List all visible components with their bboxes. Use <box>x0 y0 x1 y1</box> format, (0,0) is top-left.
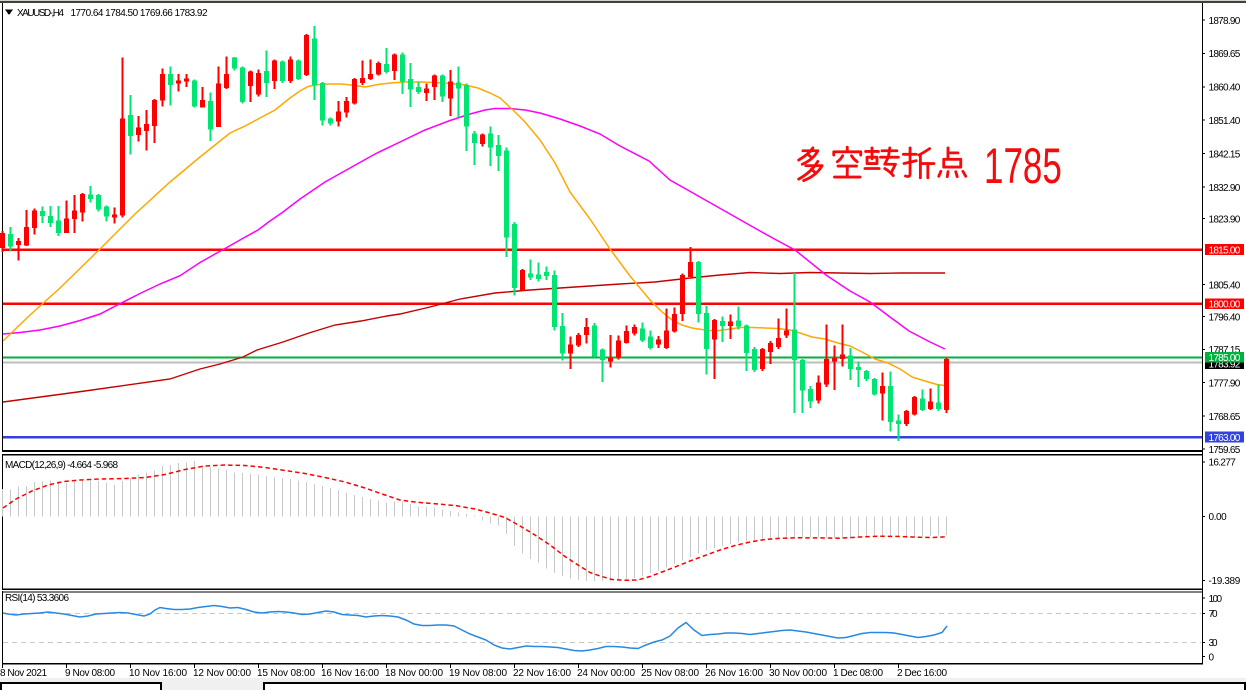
svg-text:1783.92: 1783.92 <box>1209 359 1241 370</box>
svg-text:1785.00: 1785.00 <box>1209 353 1241 364</box>
svg-text:1 Dec 08:00: 1 Dec 08:00 <box>833 668 883 679</box>
svg-text:1805.40: 1805.40 <box>1209 280 1241 291</box>
svg-text:22 Nov 16:00: 22 Nov 16:00 <box>513 668 571 679</box>
svg-text:26 Nov 16:00: 26 Nov 16:00 <box>705 668 763 679</box>
svg-text:8 Nov 2021: 8 Nov 2021 <box>0 668 47 679</box>
svg-text:1787.15: 1787.15 <box>1209 345 1241 356</box>
svg-text:XAUUSD-,H4: XAUUSD-,H4 <box>17 8 64 19</box>
svg-text:MACD(12,26,9) -4.664 -5.968: MACD(12,26,9) -4.664 -5.968 <box>5 460 118 471</box>
svg-text:1759.65: 1759.65 <box>1209 445 1241 456</box>
svg-text:1785: 1785 <box>984 139 1062 195</box>
svg-text:30: 30 <box>1209 638 1219 649</box>
svg-text:9 Nov 08:00: 9 Nov 08:00 <box>65 668 115 679</box>
svg-text:1851.40: 1851.40 <box>1209 116 1241 127</box>
svg-text:1878.90: 1878.90 <box>1209 16 1241 27</box>
svg-text:1770.64 1784.50 1769.66 1783.9: 1770.64 1784.50 1769.66 1783.92 <box>71 8 208 19</box>
svg-text:1800.00: 1800.00 <box>1209 300 1241 311</box>
svg-text:1768.65: 1768.65 <box>1209 412 1241 423</box>
svg-text:-19.389: -19.389 <box>1209 576 1241 587</box>
svg-text:1777.90: 1777.90 <box>1209 379 1241 390</box>
svg-text:24 Nov 00:00: 24 Nov 00:00 <box>577 668 635 679</box>
svg-text:15 Nov 08:00: 15 Nov 08:00 <box>257 668 315 679</box>
svg-text:2 Dec 16:00: 2 Dec 16:00 <box>897 668 947 679</box>
svg-text:16 Nov 16:00: 16 Nov 16:00 <box>321 668 379 679</box>
svg-text:1842.15: 1842.15 <box>1209 149 1241 160</box>
svg-text:25 Nov 08:00: 25 Nov 08:00 <box>641 668 699 679</box>
svg-text:1869.65: 1869.65 <box>1209 49 1241 60</box>
svg-text:1832.90: 1832.90 <box>1209 183 1241 194</box>
svg-text:10 Nov 16:00: 10 Nov 16:00 <box>129 668 187 679</box>
svg-text:12 Nov 00:00: 12 Nov 00:00 <box>193 668 251 679</box>
svg-text:1815.00: 1815.00 <box>1209 245 1241 256</box>
svg-text:0: 0 <box>1209 652 1215 663</box>
svg-text:19 Nov 08:00: 19 Nov 08:00 <box>449 668 507 679</box>
svg-text:30 Nov 00:00: 30 Nov 00:00 <box>769 668 827 679</box>
svg-text:100: 100 <box>1209 594 1223 605</box>
svg-text:1860.40: 1860.40 <box>1209 83 1241 94</box>
svg-text:1796.40: 1796.40 <box>1209 312 1241 323</box>
svg-text:1763.00: 1763.00 <box>1209 433 1241 444</box>
svg-text:RSI(14) 53.3606: RSI(14) 53.3606 <box>5 593 69 604</box>
svg-text:16.277: 16.277 <box>1209 458 1237 469</box>
svg-text:18 Nov 00:00: 18 Nov 00:00 <box>385 668 443 679</box>
svg-text:70: 70 <box>1209 609 1219 620</box>
svg-text:1823.90: 1823.90 <box>1209 214 1241 225</box>
svg-text:0.00: 0.00 <box>1209 512 1228 523</box>
